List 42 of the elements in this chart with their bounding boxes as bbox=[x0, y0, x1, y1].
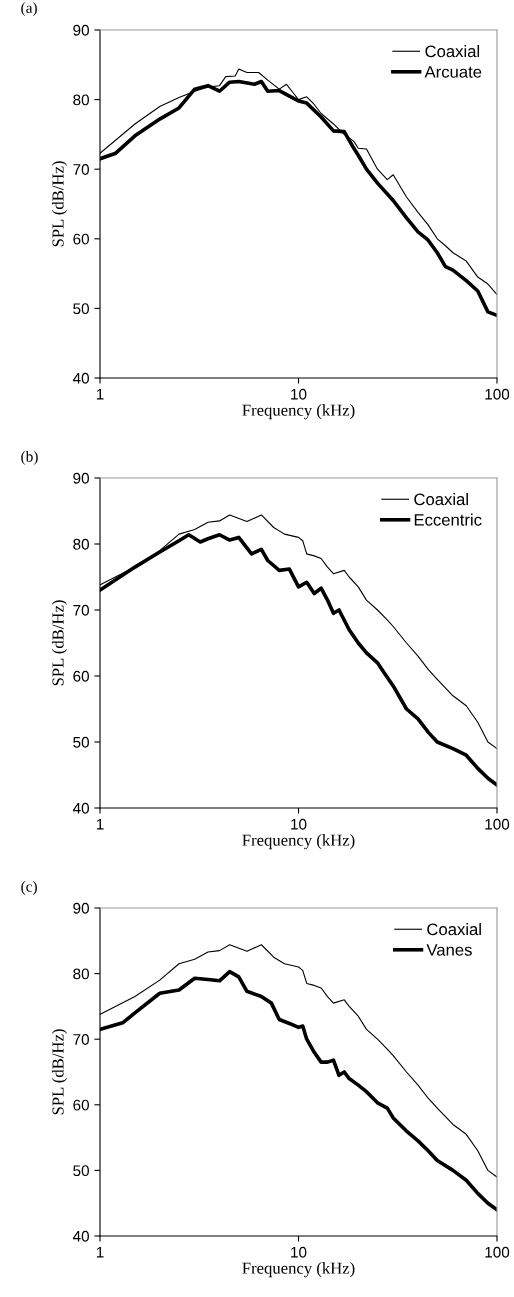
x-axis-title: Frequency (kHz) bbox=[242, 1262, 355, 1278]
y-tick-label: 70 bbox=[73, 604, 89, 616]
x-tick-label: 1 bbox=[96, 388, 104, 400]
chart-title: (b) bbox=[21, 450, 38, 465]
x-tick-label: 100 bbox=[485, 1246, 510, 1258]
x-tick-label: 10 bbox=[291, 818, 307, 830]
x-axis-title: Frequency (kHz) bbox=[242, 834, 355, 850]
legend-label: Coaxial bbox=[414, 493, 468, 506]
y-tick-label: 50 bbox=[73, 303, 89, 315]
y-tick-label: 50 bbox=[73, 736, 89, 748]
legend-label: Coaxial bbox=[425, 45, 480, 58]
x-tick-label: 10 bbox=[291, 388, 307, 400]
legend-label: Arcuate bbox=[424, 66, 482, 78]
x-tick-label: 100 bbox=[485, 388, 510, 400]
y-tick-label: 90 bbox=[73, 472, 89, 484]
y-tick-label: 50 bbox=[73, 1165, 89, 1177]
y-axis-title: SPL (dB/Hz) bbox=[51, 161, 68, 247]
y-tick-label: 70 bbox=[73, 164, 89, 175]
y-tick-label: 60 bbox=[73, 233, 89, 245]
legend-label: Vanes bbox=[426, 944, 472, 956]
chart-title: (a) bbox=[21, 2, 37, 17]
y-tick-label: 80 bbox=[73, 538, 89, 550]
legend-label: Coaxial bbox=[427, 923, 481, 936]
y-tick-label: 80 bbox=[73, 968, 89, 980]
x-axis-title: Frequency (kHz) bbox=[242, 404, 355, 420]
x-tick-label: 10 bbox=[291, 1246, 307, 1258]
y-axis-title: SPL (dB/Hz) bbox=[51, 1029, 68, 1115]
y-tick-label: 90 bbox=[73, 902, 89, 914]
y-axis-title: SPL (dB/Hz) bbox=[51, 600, 68, 686]
y-tick-label: 40 bbox=[72, 372, 89, 384]
y-tick-label: 80 bbox=[73, 94, 89, 106]
x-tick-label: 100 bbox=[485, 818, 510, 830]
y-tick-label: 60 bbox=[73, 670, 89, 682]
x-tick-label: 1 bbox=[96, 818, 104, 830]
y-tick-label: 60 bbox=[73, 1099, 89, 1111]
chart-title: (c) bbox=[21, 881, 37, 895]
y-tick-label: 40 bbox=[72, 802, 89, 814]
y-tick-label: 90 bbox=[73, 24, 89, 36]
y-tick-label: 70 bbox=[73, 1034, 89, 1045]
x-tick-label: 1 bbox=[96, 1246, 104, 1258]
y-tick-label: 40 bbox=[72, 1230, 89, 1242]
legend-label: Eccentric bbox=[414, 513, 482, 526]
